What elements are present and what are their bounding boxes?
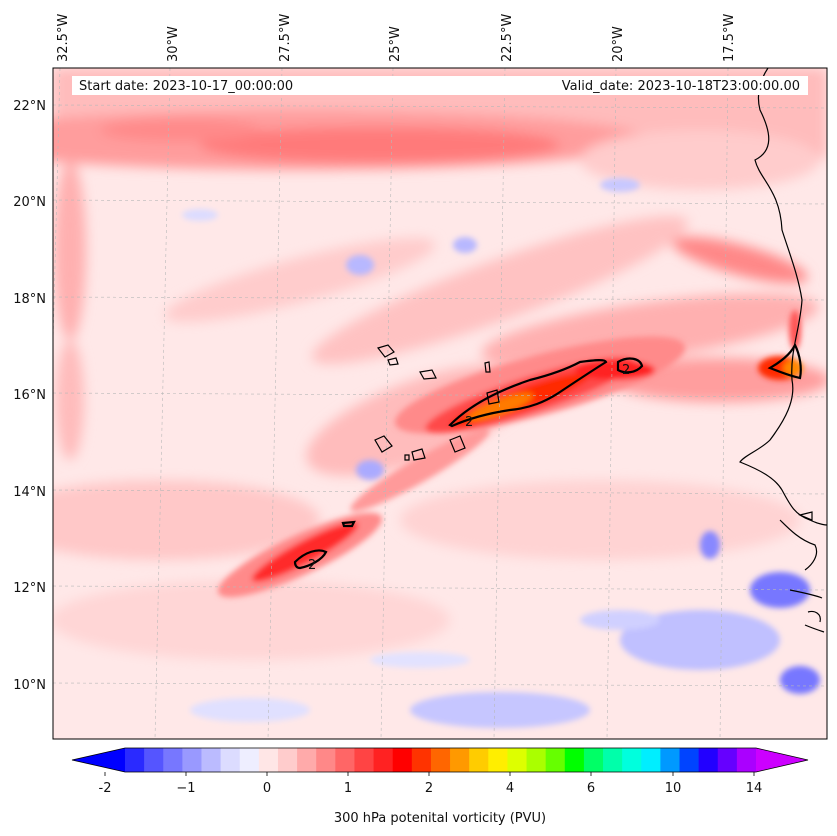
pv-streamer [217,310,803,598]
colorbar-cell [316,748,336,772]
colorbar-ticks [104,772,755,776]
contour-east [616,357,644,374]
colorbar-cell [450,748,470,772]
lat-tick: 12°N [13,581,46,596]
colorbar-cell [239,748,260,772]
colorbar-cell [144,748,164,772]
date-banner [72,76,808,95]
lat-tick: 10°N [13,678,46,693]
colorbar-tick-label: -2 [99,781,112,796]
colorbar-cell [469,748,489,772]
colorbar-max-arrow [756,748,808,772]
colorbar-tick-label: 14 [746,781,763,796]
colorbar: -2 −1 0 1 2 4 6 10 14 300 hPa potenital … [71,747,809,826]
lon-tick: 32.5°W [56,14,71,62]
lat-tick-labels: 22°N 20°N 18°N 16°N 14°N 12°N 10°N [13,99,46,693]
lat-tick: 16°N [13,388,46,403]
colorbar-tick-label: 4 [506,781,514,796]
colorbar-cell [411,748,432,772]
colorbar-cell [583,748,604,772]
lon-tick: 20°W [611,26,626,62]
colorbar-cells [125,748,757,772]
lat-tick: 18°N [13,292,46,307]
contour-main [448,359,608,428]
colorbar-cell [622,748,642,772]
start-date-label: Start date: 2023-10-17_00:00:00 [79,79,293,94]
graticule [53,68,827,739]
colorbar-tick-label: 6 [587,781,595,796]
colorbar-cell [430,748,451,772]
map-frame [52,67,828,740]
colorbar-cell [564,748,585,772]
colorbar-outline [71,747,809,773]
colorbar-cell [641,748,661,772]
colorbar-cell [258,748,279,772]
colorbar-cell [335,748,355,772]
colorbar-cell [201,748,222,772]
colorbar-cell [488,748,508,772]
colorbar-tick-label: 2 [425,781,433,796]
colorbar-cell [277,748,298,772]
lon-tick: 25°W [388,26,403,62]
contour-label-main: 2 [465,415,473,430]
lon-tick: 27.5°W [278,14,293,62]
colorbar-cell [679,748,700,772]
valid-date-label: Valid_date: 2023-10-18T23:00:00.00 [562,79,800,94]
pv-2-contours [293,342,802,570]
colorbar-cell [220,748,241,772]
colorbar-cell [182,748,202,772]
colorbar-cell [660,748,681,772]
colorbar-tick-label: 1 [344,781,352,796]
lon-tick: 30°W [166,26,181,62]
colorbar-cell [392,748,413,772]
colorbar-cell [526,748,547,772]
colorbar-cell [507,748,528,772]
colorbar-cell [354,748,375,772]
colorbar-tick-label: 10 [665,781,682,796]
contour-label-east: 2 [622,363,630,378]
lon-tick-labels: 32.5°W 30°W 27.5°W 25°W 22.5°W 20°W 17.5… [56,14,737,62]
contour-southwest [293,549,328,570]
lon-tick: 22.5°W [500,14,515,62]
colorbar-cell [545,748,566,772]
coastline [374,68,827,633]
colorbar-cell [698,748,719,772]
contour-coast [767,342,802,380]
lon-tick: 17.5°W [722,14,737,62]
colorbar-label: 300 hPa potenital vorticity (PVU) [334,811,546,826]
map-panel: 2 2 2 [53,68,827,739]
lat-tick: 20°N [13,195,46,210]
colorbar-cell [163,748,183,772]
colorbar-tick-label: −1 [176,781,195,796]
pv-field-negative [182,178,820,728]
contour-labels: 2 2 2 [308,363,630,573]
lat-tick: 14°N [13,485,46,500]
colorbar-cell [603,748,623,772]
colorbar-cell [373,748,394,772]
contour-label-southwest: 2 [308,558,316,573]
colorbar-cell [717,748,738,772]
colorbar-cell [125,748,145,772]
contour-small [341,520,356,528]
colorbar-tick-label: 0 [263,781,271,796]
colorbar-cell [297,748,317,772]
lat-tick: 22°N [13,99,46,114]
colorbar-min-arrow [72,748,125,772]
colorbar-cell [736,748,757,772]
